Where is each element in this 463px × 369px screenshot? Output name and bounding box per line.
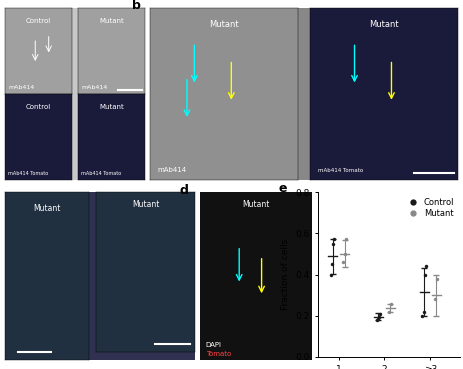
Text: d: d [180,184,188,197]
Text: b: b [131,0,140,13]
Y-axis label: Fraction of cells: Fraction of cells [280,239,289,310]
Text: Mutant: Mutant [242,200,269,209]
Text: DAPI: DAPI [205,342,221,348]
Legend: Control, Mutant: Control, Mutant [402,196,455,220]
Text: Tomato: Tomato [205,351,231,357]
Text: e: e [278,182,286,195]
